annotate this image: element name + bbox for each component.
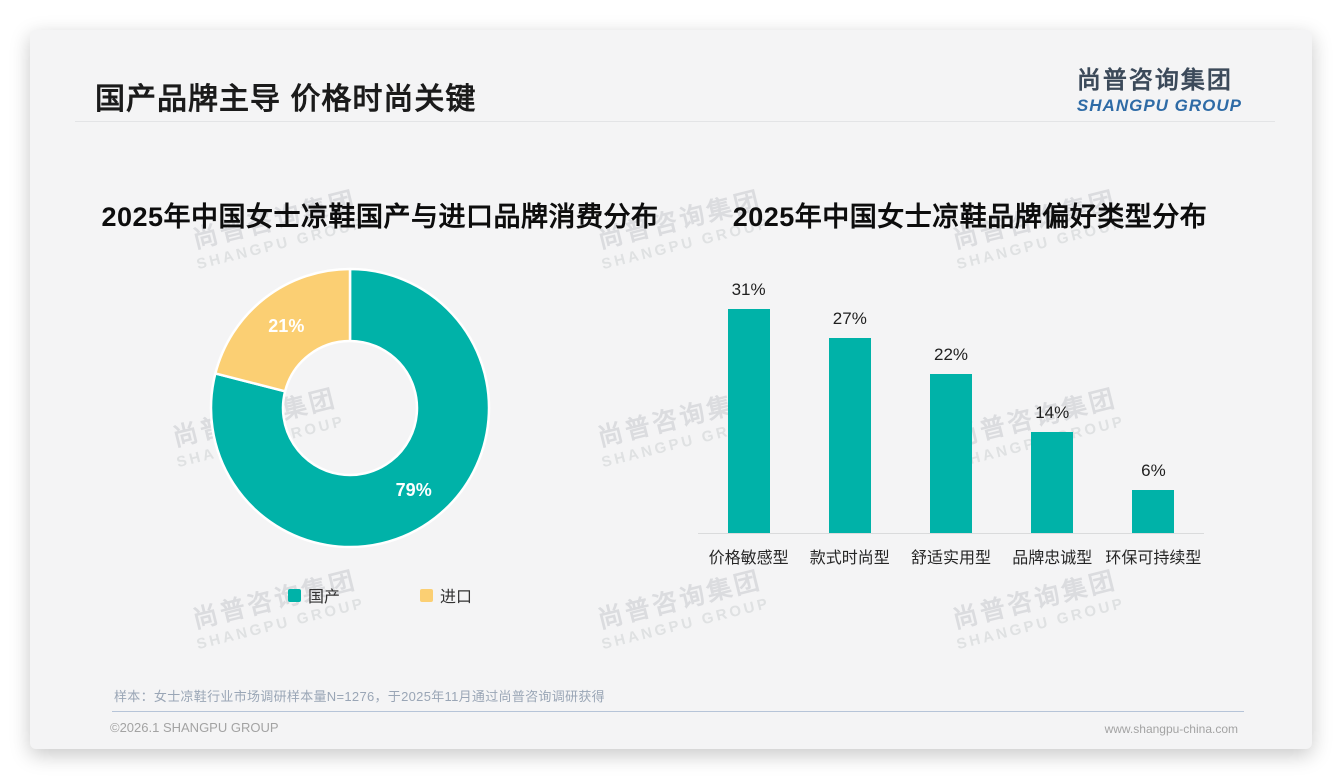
bar-category-label: 价格敏感型 (708, 550, 789, 567)
bar-价格敏感型 (727, 309, 770, 533)
bar-品牌忠诚型 (1031, 432, 1074, 533)
footer-copyright: ©2026.1 SHANGPU GROUP (110, 720, 279, 735)
bar-value-label: 14% (1035, 403, 1070, 422)
bar-chart-plot: 31% 27% 22% 14% 6% (698, 265, 1204, 533)
donut-slice-进口 (214, 267, 352, 393)
bar-chart-category-axis: 价格敏感型 款式时尚型 舒适实用型 品牌忠诚型 环保可持续型 (698, 544, 1204, 568)
donut-legend: 国产 进口 (70, 583, 690, 607)
bar-value-label: 31% (731, 280, 766, 299)
bar-chart-title: 2025年中国女士凉鞋品牌偏好类型分布 (732, 202, 1208, 232)
bar-group: 22% (900, 345, 1001, 533)
bar-环保可持续型 (1132, 490, 1175, 533)
bar-group: 6% (1103, 461, 1204, 533)
legend-swatch (420, 588, 433, 602)
logo-text-cn: 尚普咨询集团 (1076, 67, 1233, 94)
header-divider (75, 121, 1275, 122)
bar-chart-x-axis (698, 533, 1204, 534)
bar-category-label: 款式时尚型 (809, 550, 890, 567)
bar-value-label: 6% (1141, 461, 1166, 480)
bar-group: 14% (1002, 403, 1103, 533)
bar-舒适实用型 (930, 374, 972, 533)
sample-footnote: 样本：女士凉鞋行业市场调研样本量N=1276，于2025年11月通过尚普咨询调研… (114, 689, 605, 704)
donut-slice-value-label: 79% (396, 480, 432, 500)
footer-divider (112, 711, 1244, 712)
donut-slice-国产 (209, 267, 491, 549)
legend-item-国产: 国产 (287, 583, 340, 607)
donut-chart-title: 2025年中国女士凉鞋国产与进口品牌消费分布 (101, 202, 659, 232)
donut-slice-value-label: 21% (268, 316, 304, 336)
slide-panel: 尚普咨询集团 SHANGPU GROUP 尚普咨询集团 SHANGPU GROUP 尚普… (30, 30, 1312, 749)
bar-value-label: 22% (933, 345, 969, 364)
page-title: 国产品牌主导 价格时尚关键 (95, 83, 477, 116)
bar-value-label: 27% (832, 309, 867, 328)
logo-text-en: SHANGPU GROUP (1076, 96, 1242, 115)
legend-item-进口: 进口 (420, 583, 472, 607)
bar-category-label: 品牌忠诚型 (1012, 550, 1093, 567)
bar-category-label: 环保可持续型 (1105, 550, 1202, 567)
legend-label: 进口 (440, 589, 473, 606)
bar-category-label: 舒适实用型 (911, 550, 992, 567)
bar-group: 27% (799, 309, 900, 533)
company-logo: 尚普咨询集团 SHANGPU GROUP (1077, 60, 1242, 116)
legend-label: 国产 (307, 589, 340, 606)
donut-chart: 79% 21% (209, 267, 491, 549)
legend-swatch (287, 588, 301, 602)
footer-website: www.shangpu-china.com (1104, 722, 1238, 736)
bar-group: 31% (698, 280, 799, 533)
bar-款式时尚型 (828, 338, 871, 533)
